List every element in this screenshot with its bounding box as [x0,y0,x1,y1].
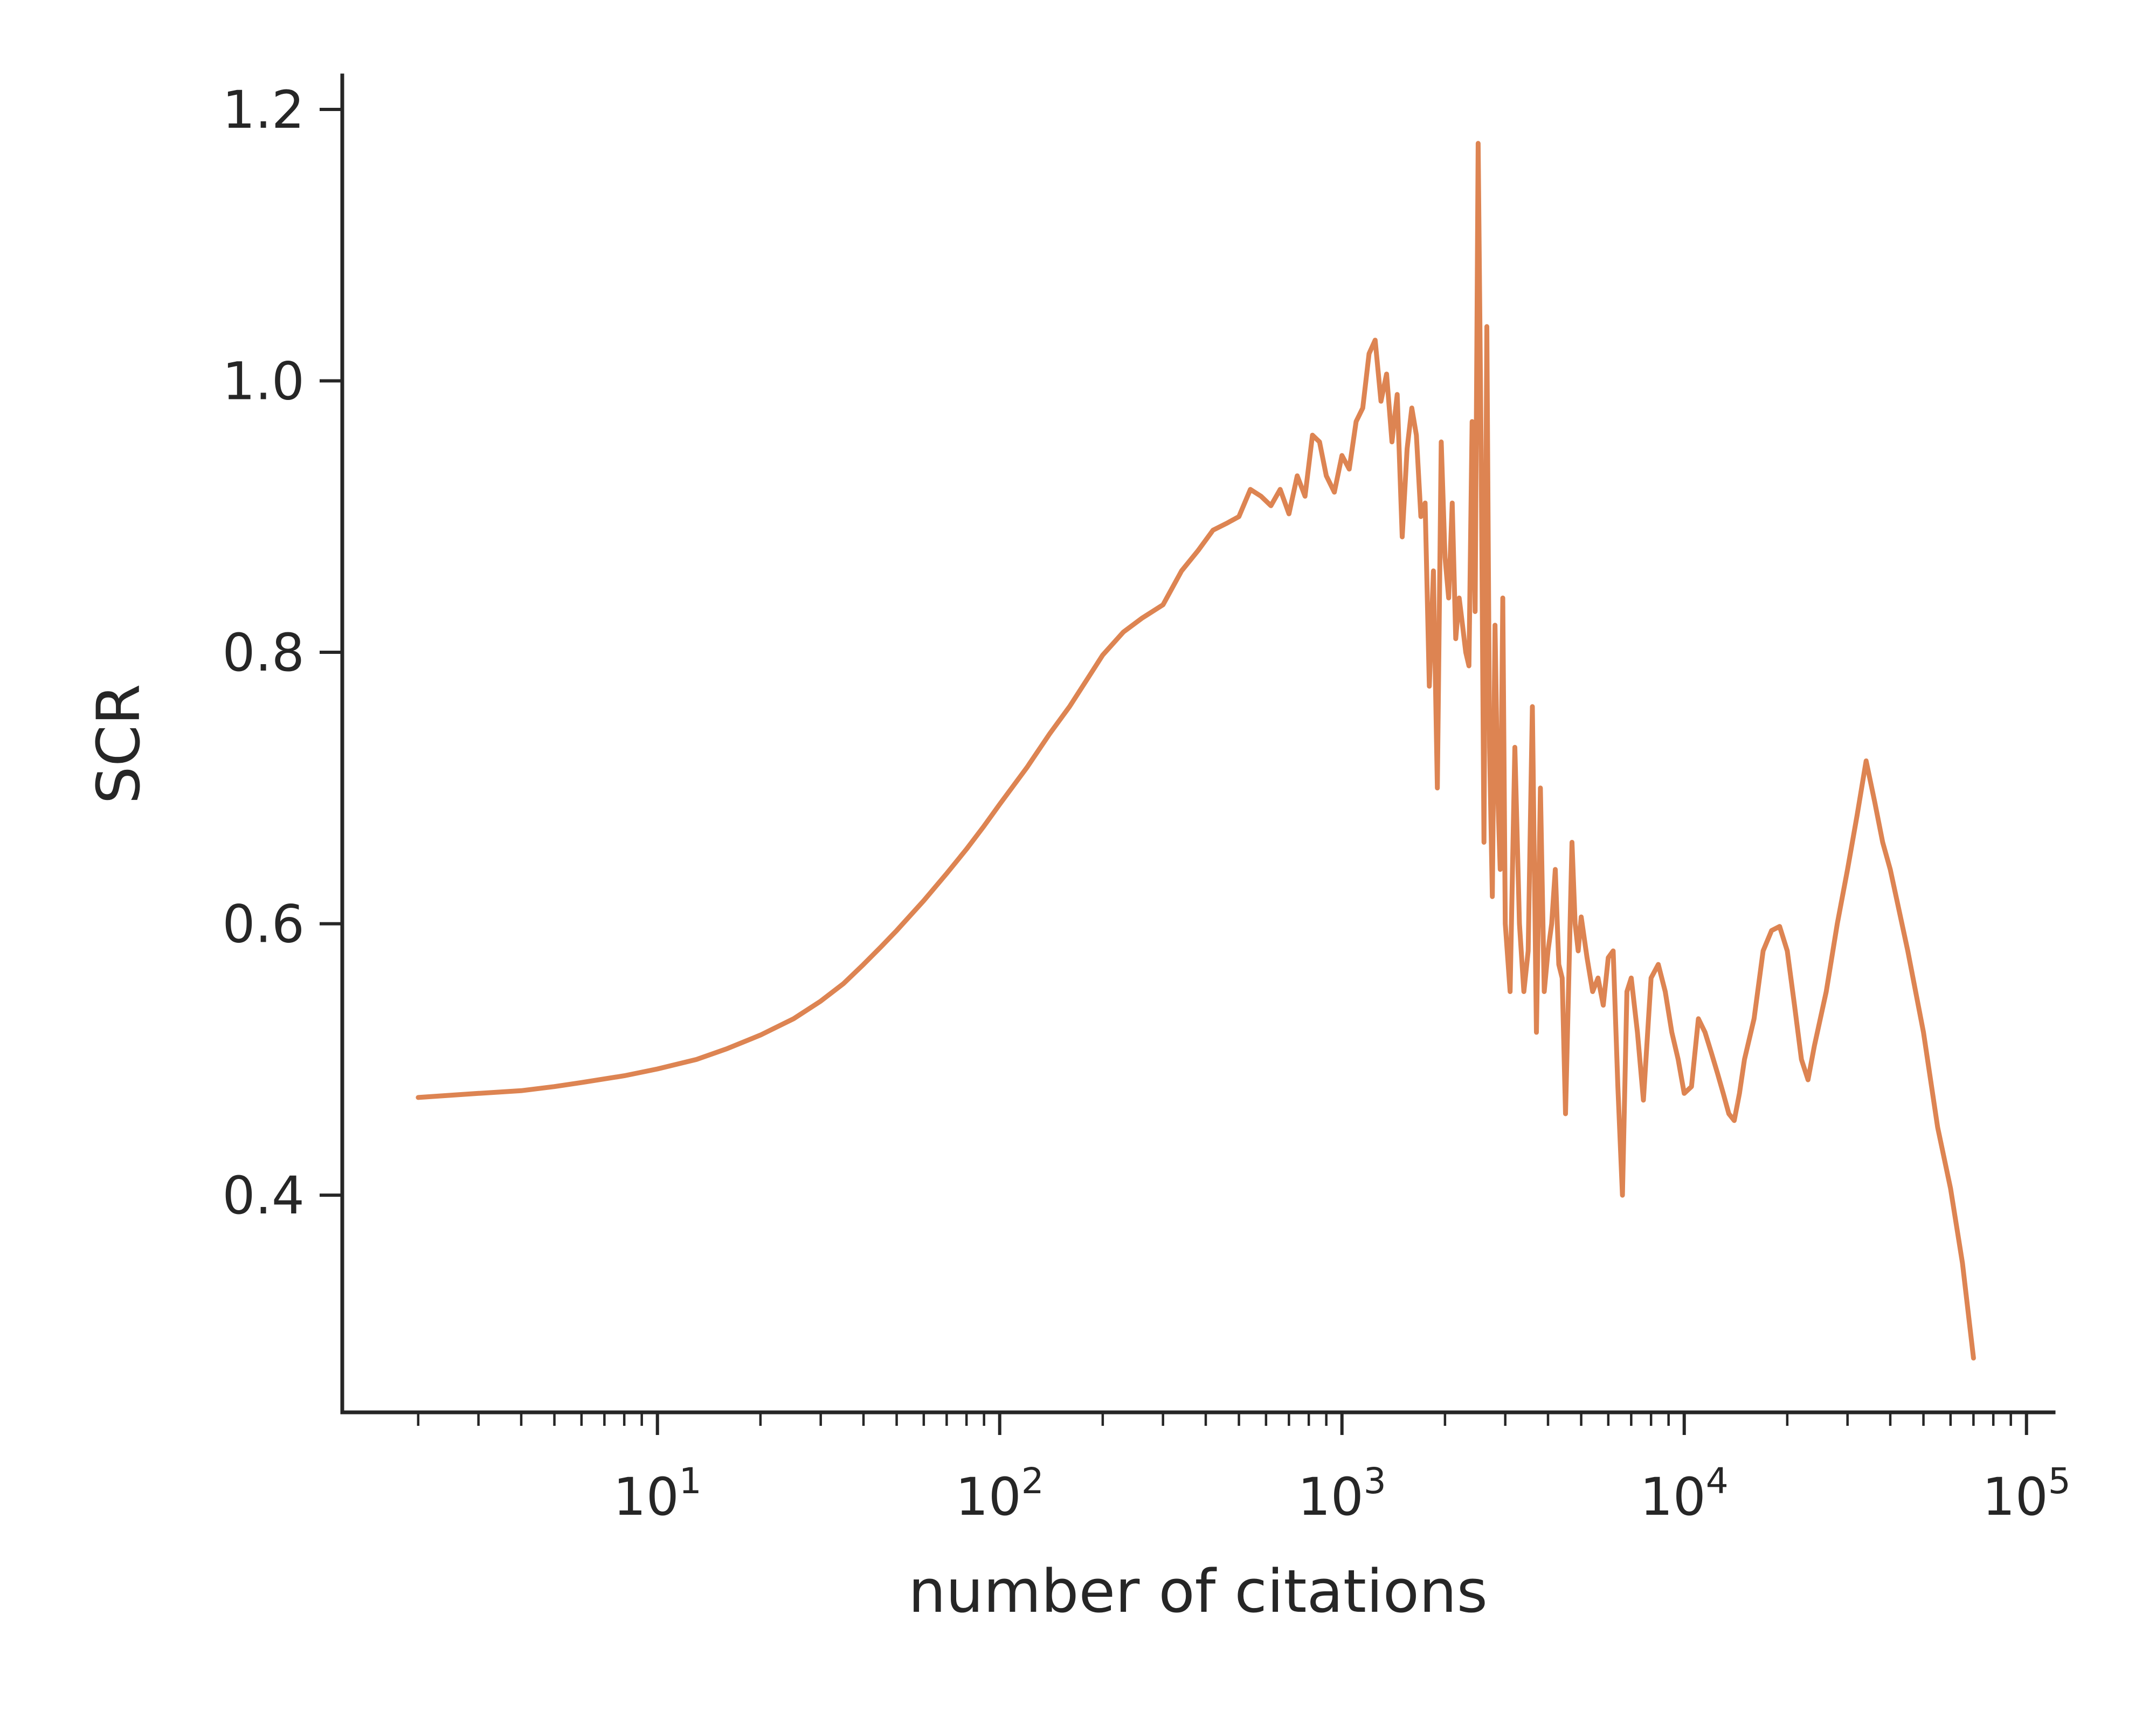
x-tick-label: 104 [1640,1460,1729,1527]
x-tick-label: 102 [956,1460,1044,1527]
axes [340,73,2056,1414]
x-axis-ticks: 101 102 103 104 105 [417,1412,2071,1527]
series-line-0 [416,141,1976,1361]
y-axis-label: SCR [84,684,153,804]
y-tick-label: 0.4 [222,1165,305,1226]
y-tick-label: 0.6 [222,894,305,955]
y-tick-label: 1.0 [222,351,305,411]
y-tick-label: 1.2 [222,80,305,140]
plot-series-layer [416,141,1976,1361]
y-axis-ticks: 0.4 0.6 0.8 1.0 1.2 [222,80,342,1226]
x-tick-label: 101 [613,1460,702,1527]
y-tick-label: 0.8 [222,623,305,683]
x-axis-label: number of citations [908,1557,1488,1626]
x-tick-label: 103 [1298,1460,1386,1527]
x-tick-label: 105 [1982,1460,2071,1527]
